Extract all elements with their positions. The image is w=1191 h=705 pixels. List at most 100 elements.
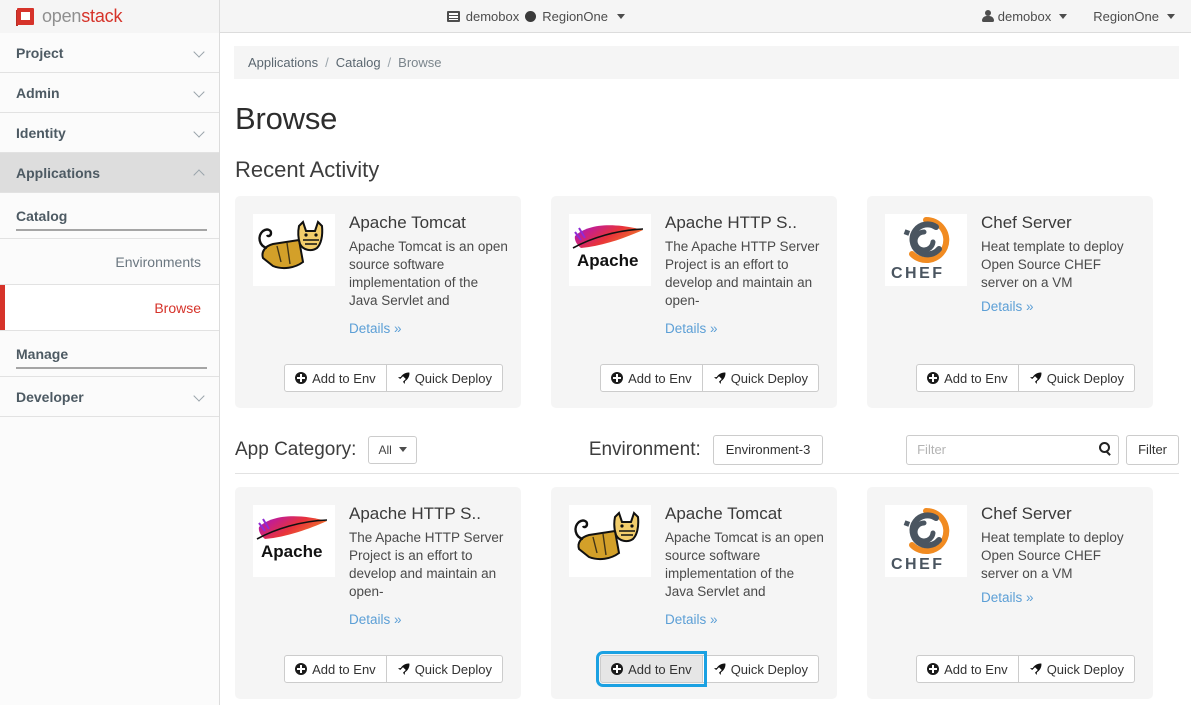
sidebar-subgroup-manage[interactable]: Manage xyxy=(0,331,219,377)
add-to-env-label: Add to Env xyxy=(944,370,1008,386)
openstack-cube-logo-icon xyxy=(16,7,35,26)
app-card-apache-http-server[interactable]: Apache Apache HTTP S.. The Apache HTTP S… xyxy=(551,196,837,408)
sidebar-item-applications[interactable]: Applications xyxy=(0,153,219,193)
sidebar-item-admin[interactable]: Admin xyxy=(0,73,219,113)
sidebar-subgroup-label: Catalog xyxy=(16,207,68,224)
app-card-apache-tomcat[interactable]: Apache Tomcat Apache Tomcat is an open s… xyxy=(551,487,837,699)
app-card-description: Heat template to deploy Open Source CHEF… xyxy=(981,238,1124,290)
plus-circle-icon xyxy=(611,372,624,384)
svg-text:Apache: Apache xyxy=(577,251,638,270)
add-to-env-button[interactable]: Add to Env xyxy=(596,651,707,687)
user-menu[interactable]: demobox xyxy=(981,8,1068,24)
context-project-label: demobox xyxy=(465,8,520,24)
card-header: CHEF Chef Server Heat template to deploy… xyxy=(867,487,1153,583)
context-switcher[interactable]: demobox RegionOne xyxy=(90,9,982,24)
sidebar-item-identity[interactable]: Identity xyxy=(0,113,219,153)
sidebar-item-browse[interactable]: Browse xyxy=(0,285,219,331)
app-card-description: Apache Tomcat is an open source software… xyxy=(349,238,508,308)
quick-deploy-label: Quick Deploy xyxy=(414,370,492,386)
quick-deploy-button[interactable]: Quick Deploy xyxy=(1018,364,1135,392)
main-content: Applications / Catalog / Browse Browse R… xyxy=(220,33,1191,705)
plus-circle-icon xyxy=(927,663,940,675)
sidebar-subgroup-label: Manage xyxy=(16,345,69,362)
card-button-group: Add to Env Quick Deploy xyxy=(284,655,503,683)
brand-stack: stack xyxy=(81,6,123,26)
plus-circle-icon xyxy=(295,663,308,675)
add-to-env-button[interactable]: Add to Env xyxy=(916,364,1019,392)
filter-button[interactable]: Filter xyxy=(1126,434,1179,465)
chef-logo-icon: CHEF xyxy=(885,214,967,286)
details-link[interactable]: Details » xyxy=(665,321,718,336)
app-card-title: Apache Tomcat xyxy=(349,214,466,232)
environment-label: Environment: xyxy=(588,438,701,460)
card-header: Apache Tomcat Apache Tomcat is an open s… xyxy=(235,196,521,310)
sidebar-item-label: Browse xyxy=(154,299,201,316)
breadcrumb-separator: / xyxy=(387,55,392,70)
user-icon xyxy=(981,10,994,22)
quick-deploy-button[interactable]: Quick Deploy xyxy=(702,364,819,392)
plus-circle-icon xyxy=(295,372,308,384)
environment-value: Environment-3 xyxy=(725,442,811,457)
card-button-group: Add to Env Quick Deploy xyxy=(284,364,503,392)
region-menu[interactable]: RegionOne xyxy=(1093,9,1175,24)
add-to-env-button[interactable]: Add to Env xyxy=(600,364,703,392)
svg-text:CHEF: CHEF xyxy=(891,556,945,573)
app-category-dropdown[interactable]: All xyxy=(368,435,417,464)
add-to-env-label: Add to Env xyxy=(312,370,376,386)
chevron-down-icon xyxy=(193,125,205,138)
plus-circle-icon xyxy=(611,663,624,675)
filter-button-label: Filter xyxy=(1138,442,1167,457)
add-to-env-button[interactable]: Add to Env xyxy=(916,655,1019,683)
details-link[interactable]: Details » xyxy=(349,612,402,627)
add-to-env-button[interactable]: Add to Env xyxy=(284,364,387,392)
details-link[interactable]: Details » xyxy=(665,612,718,627)
add-to-env-button[interactable]: Add to Env xyxy=(284,655,387,683)
chevron-down-icon xyxy=(398,447,407,452)
add-to-env-label: Add to Env xyxy=(628,370,692,386)
app-category-value: All xyxy=(378,442,392,457)
search-input[interactable] xyxy=(906,434,1120,465)
brand-logo[interactable]: openstack xyxy=(0,0,220,33)
sidebar-item-label: Applications xyxy=(16,164,101,181)
details-link[interactable]: Details » xyxy=(981,299,1034,314)
sidebar-item-developer[interactable]: Developer xyxy=(0,377,219,417)
details-link[interactable]: Details » xyxy=(349,321,402,336)
quick-deploy-button[interactable]: Quick Deploy xyxy=(1018,655,1135,683)
search-icon[interactable] xyxy=(1099,441,1111,453)
breadcrumb: Applications / Catalog / Browse xyxy=(234,46,1179,79)
card-header: Apache Apache HTTP S.. The Apache HTTP S… xyxy=(235,487,521,601)
sidebar-item-project[interactable]: Project xyxy=(0,33,219,73)
quick-deploy-button[interactable]: Quick Deploy xyxy=(386,364,503,392)
region-menu-label: RegionOne xyxy=(1093,8,1159,24)
search-field-wrapper xyxy=(906,434,1120,465)
sidebar-subgroup-catalog[interactable]: Catalog xyxy=(0,193,219,239)
breadcrumb-item-browse: Browse xyxy=(398,55,442,70)
chevron-down-icon xyxy=(617,13,625,19)
breadcrumb-item-catalog[interactable]: Catalog xyxy=(335,55,381,70)
app-card-chef-server[interactable]: CHEF Chef Server Heat template to deploy… xyxy=(867,487,1153,699)
app-card-title: Apache HTTP S.. xyxy=(665,214,797,232)
card-button-group: Add to Env Quick Deploy xyxy=(916,655,1135,683)
quick-deploy-button[interactable]: Quick Deploy xyxy=(386,655,503,683)
app-card-chef-server[interactable]: CHEF Chef Server Heat template to deploy… xyxy=(867,196,1153,408)
app-category-label: App Category: xyxy=(235,438,357,460)
rocket-icon xyxy=(1029,372,1042,384)
quick-deploy-label: Quick Deploy xyxy=(730,661,808,677)
app-card-description: The Apache HTTP Server Project is an eff… xyxy=(665,238,820,308)
environment-selector-button[interactable]: Environment-3 xyxy=(712,434,824,465)
card-button-group: Add to Env Quick Deploy xyxy=(596,651,819,687)
add-to-env-label: Add to Env xyxy=(944,661,1008,677)
app-card-apache-http-server[interactable]: Apache Apache HTTP S.. The Apache HTTP S… xyxy=(235,487,521,699)
tomcat-logo-icon xyxy=(569,505,651,577)
details-link[interactable]: Details » xyxy=(981,590,1034,605)
rocket-icon xyxy=(713,372,726,384)
user-menu-label: demobox xyxy=(997,8,1052,24)
app-card-apache-tomcat[interactable]: Apache Tomcat Apache Tomcat is an open s… xyxy=(235,196,521,408)
sidebar-item-label: Project xyxy=(16,44,64,61)
quick-deploy-button[interactable]: Quick Deploy xyxy=(702,655,819,683)
context-region-label: RegionOne xyxy=(542,8,608,24)
sidebar-item-environments[interactable]: Environments xyxy=(0,239,219,285)
breadcrumb-item-applications[interactable]: Applications xyxy=(248,55,319,70)
filter-bar: App Category: All Environment: Environme… xyxy=(235,426,1179,474)
project-list-icon xyxy=(446,10,460,22)
